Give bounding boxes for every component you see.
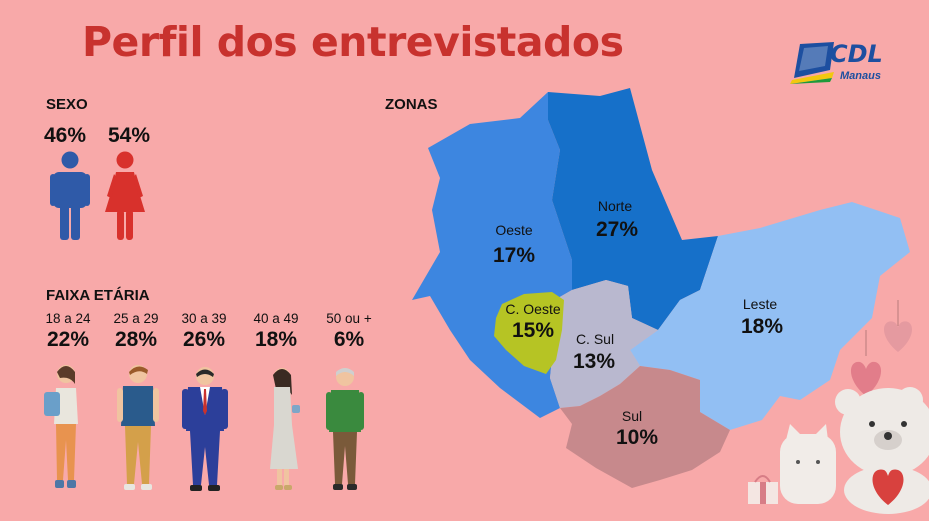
region-pct-leste: 18% (741, 315, 783, 338)
cdl-logo-mark (790, 42, 834, 84)
age-range-1: 18 a 24 (45, 311, 91, 326)
male-pct: 46% (44, 124, 87, 147)
young-woman-icon (44, 365, 78, 488)
region-pct-norte: 27% (596, 218, 638, 241)
logo-subtitle: Manaus (840, 70, 881, 82)
decoration-plush-toys (748, 387, 929, 514)
region-name-c-sul: C. Sul (576, 331, 614, 347)
age-range-2: 25 a 29 (113, 311, 159, 326)
age-pct-1: 22% (46, 328, 90, 351)
female-icon (105, 151, 145, 240)
region-c-sul (550, 280, 658, 408)
region-leste (630, 202, 910, 430)
age-range-4: 40 a 49 (253, 311, 299, 326)
age-range-5: 50 ou + (326, 311, 372, 326)
region-c-oeste (494, 292, 564, 374)
region-name-c-oeste: C. Oeste (505, 301, 560, 317)
zonas-label: ZONAS (385, 96, 438, 113)
businessman-icon (182, 367, 228, 491)
woman-dress-icon (270, 368, 300, 490)
female-pct: 54% (108, 124, 151, 147)
age-pct-3: 26% (182, 328, 226, 351)
decoration-hearts (850, 300, 912, 396)
region-pct-oeste: 17% (493, 244, 535, 267)
age-pct-5: 6% (333, 328, 365, 351)
region-pct-c-sul: 13% (573, 350, 615, 373)
older-man-icon (326, 368, 364, 490)
age-pct-4: 18% (254, 328, 298, 351)
page-title: Perfil dos entrevistados (82, 18, 624, 66)
region-sul (560, 366, 730, 488)
region-name-leste: Leste (743, 296, 777, 312)
young-man-icon (117, 365, 159, 490)
faixa-label: FAIXA ETÁRIA (46, 287, 150, 304)
region-pct-sul: 10% (616, 426, 658, 449)
region-name-sul: Sul (622, 408, 642, 424)
sexo-label: SEXO (46, 96, 88, 113)
cdl-logo: CDL Manaus (790, 40, 900, 86)
age-pct-2: 28% (114, 328, 158, 351)
region-name-oeste: Oeste (495, 222, 533, 238)
male-icon (50, 151, 90, 240)
region-pct-c-oeste: 15% (512, 319, 554, 342)
logo-name: CDL (830, 40, 883, 68)
region-name-norte: Norte (598, 198, 632, 214)
region-norte (548, 88, 718, 330)
age-range-3: 30 a 39 (181, 311, 227, 326)
